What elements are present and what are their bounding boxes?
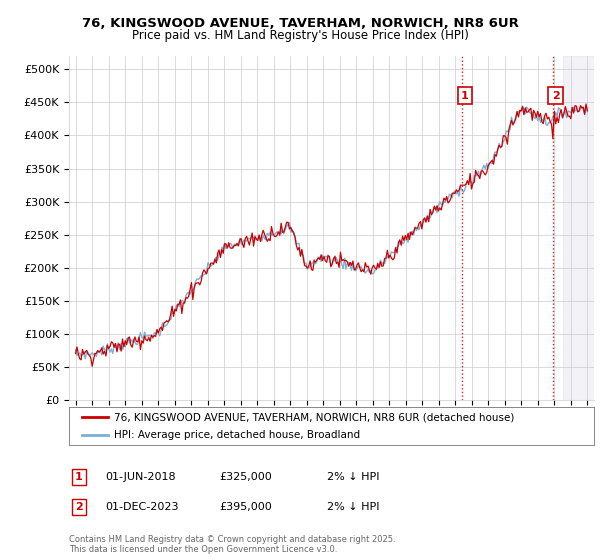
- Text: £325,000: £325,000: [219, 472, 272, 482]
- Text: Contains HM Land Registry data © Crown copyright and database right 2025.
This d: Contains HM Land Registry data © Crown c…: [69, 535, 395, 554]
- Text: 1: 1: [461, 91, 469, 101]
- Text: 2% ↓ HPI: 2% ↓ HPI: [327, 502, 380, 512]
- Bar: [563, 56, 596, 400]
- Text: HPI: Average price, detached house, Broadland: HPI: Average price, detached house, Broa…: [113, 430, 360, 440]
- Text: 2: 2: [75, 502, 83, 512]
- Text: 2: 2: [551, 91, 559, 101]
- Text: Price paid vs. HM Land Registry's House Price Index (HPI): Price paid vs. HM Land Registry's House …: [131, 29, 469, 42]
- Text: 76, KINGSWOOD AVENUE, TAVERHAM, NORWICH, NR8 6UR: 76, KINGSWOOD AVENUE, TAVERHAM, NORWICH,…: [82, 17, 518, 30]
- Text: 01-JUN-2018: 01-JUN-2018: [105, 472, 176, 482]
- Text: £395,000: £395,000: [219, 502, 272, 512]
- Text: 1: 1: [75, 472, 83, 482]
- Text: 76, KINGSWOOD AVENUE, TAVERHAM, NORWICH, NR8 6UR (detached house): 76, KINGSWOOD AVENUE, TAVERHAM, NORWICH,…: [113, 412, 514, 422]
- Text: 2% ↓ HPI: 2% ↓ HPI: [327, 472, 380, 482]
- Text: 01-DEC-2023: 01-DEC-2023: [105, 502, 179, 512]
